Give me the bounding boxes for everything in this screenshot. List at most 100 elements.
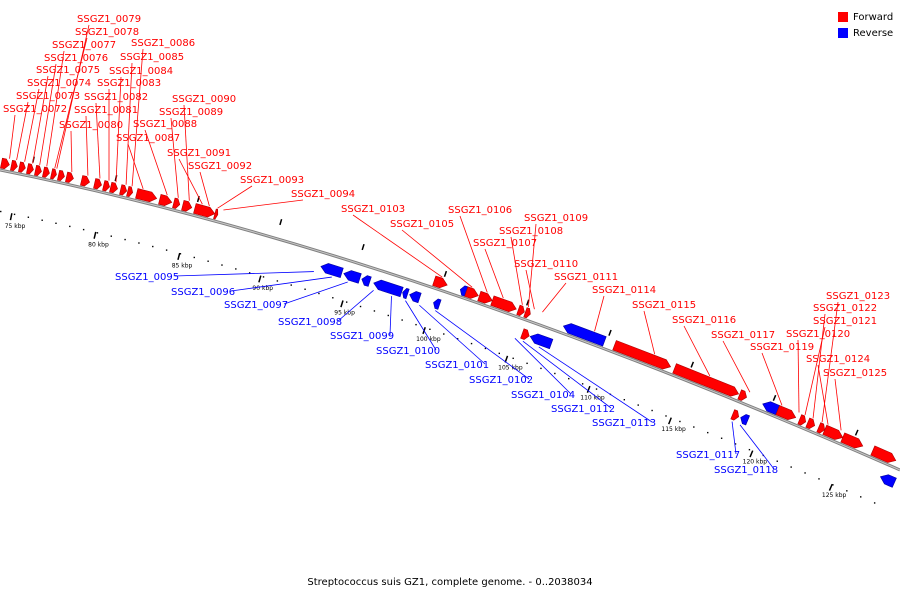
scale-dot (456, 338, 459, 340)
backbone-tick (361, 243, 365, 251)
gene-label-ssgz1_0121: SSGZ1_0121 (813, 316, 877, 327)
gene-label-ssgz1_0114: SSGZ1_0114 (592, 285, 656, 296)
gene-label-ssgz1_0081: SSGZ1_0081 (74, 105, 138, 116)
legend-item-reverse: Reverse (838, 25, 893, 41)
gene-label-ssgz1_0073: SSGZ1_0073 (16, 91, 80, 102)
gene-leader-ssgz1_0113 (538, 346, 653, 423)
gene-label-ssgz1_0084: SSGZ1_0084 (109, 66, 173, 77)
gene-leader-ssgz1_0111 (542, 282, 567, 313)
scale-tick (340, 300, 344, 308)
scale-dot (554, 372, 556, 375)
gene-label-ssgz1_0077: SSGZ1_0077 (52, 40, 116, 51)
scale-tick-label: 105 kbp (498, 365, 523, 372)
gene-label-ssgz1_0083: SSGZ1_0083 (97, 78, 161, 89)
scale-dot (359, 305, 362, 308)
scale-dot (679, 420, 681, 423)
gene-arrow-ssgz1_0111 (730, 409, 740, 421)
gene-arrow-ssgz1_0115 (672, 363, 740, 397)
backbone-highlight (0, 169, 900, 471)
gene-arrow-ssgz1_0127 (870, 445, 897, 463)
scale-dot (304, 288, 306, 290)
gene-leader-ssgz1_0086 (131, 48, 144, 187)
scale-dot (526, 362, 528, 365)
scale-dot (776, 460, 778, 462)
backbone-tick (608, 329, 612, 336)
scale-dot (41, 219, 43, 221)
gene-arrow-ssgz1_0108 (516, 304, 525, 316)
gene-label-ssgz1_0113: SSGZ1_0113 (592, 418, 656, 429)
scale-tick-label: 75 kbp (5, 223, 26, 230)
gene-leader-ssgz1_0099 (389, 296, 392, 336)
scale-dot (345, 301, 348, 303)
gene-label-ssgz1_0123: SSGZ1_0123 (826, 291, 890, 302)
gene-label-ssgz1_0100: SSGZ1_0100 (376, 346, 440, 357)
gene-arrow-ssgz1_0088 (158, 194, 173, 207)
gene-arrow-ssgz1_0099 (402, 288, 410, 300)
legend-label-reverse: Reverse (853, 27, 894, 39)
scale-dot (235, 268, 237, 270)
gene-arrow-ssgz1_0103 (520, 328, 530, 340)
gene-leader-ssgz1_0125 (834, 378, 842, 431)
gene-label-ssgz1_0093: SSGZ1_0093 (240, 175, 304, 186)
gene-leader-ssgz1_0092 (199, 171, 210, 207)
scale-dot (138, 242, 140, 244)
gene-label-ssgz1_0098: SSGZ1_0098 (278, 317, 342, 328)
scale-tick (749, 450, 754, 458)
gene-leader-ssgz1_0087 (127, 143, 144, 190)
scale-dot (804, 472, 806, 474)
gene-leader-ssgz1_0119 (761, 352, 783, 406)
gene-label-ssgz1_0117: SSGZ1_0117 (711, 330, 775, 341)
gene-arrow-ssgz1_0073 (10, 159, 18, 172)
gene-leader-ssgz1_0073 (16, 101, 29, 161)
gene-leader-ssgz1_0104 (514, 338, 572, 395)
scale-dot (193, 256, 195, 259)
scale-tick (504, 355, 509, 363)
gene-label-ssgz1_0120: SSGZ1_0120 (786, 329, 850, 340)
gene-label-ssgz1_0097: SSGZ1_0097 (224, 300, 288, 311)
gene-leader-ssgz1_0109 (527, 223, 537, 308)
backbone-tick (443, 270, 448, 278)
gene-label-ssgz1_0108: SSGZ1_0108 (499, 226, 563, 237)
gene-label-ssgz1_0090: SSGZ1_0090 (172, 94, 236, 105)
scale-tick-label: 115 kbp (661, 426, 686, 433)
gene-label-ssgz1_0109: SSGZ1_0109 (524, 213, 588, 224)
scale-dot (581, 383, 584, 385)
scale-dot (720, 437, 723, 439)
scale-dot (623, 399, 626, 401)
scale-tick-label: 90 kbp (252, 285, 273, 292)
gene-arrow-ssgz1_0100 (409, 291, 422, 304)
gene-leader-ssgz1_0112 (522, 340, 612, 409)
scale-tick (667, 417, 672, 425)
scale-dot (96, 232, 99, 234)
gene-arrow-ssgz1_0089 (172, 197, 181, 209)
scale-tick (93, 231, 97, 239)
gene-leader-ssgz1_0117 (722, 340, 751, 393)
gene-label-ssgz1_0110: SSGZ1_0110 (514, 259, 578, 270)
scale-dot (276, 280, 279, 282)
gene-leader-ssgz1_0082 (95, 102, 101, 179)
gene-label-ssgz1_0079: SSGZ1_0079 (77, 14, 141, 25)
gene-arrow-ssgz1_0087 (135, 188, 158, 203)
scale-tick-label: 125 kbp (822, 492, 847, 499)
scale-dot (790, 466, 792, 468)
gene-arrow-ssgz1_0104 (529, 333, 554, 350)
gene-arrow-ssgz1_0084 (109, 181, 118, 194)
gene-label-ssgz1_0082: SSGZ1_0082 (84, 92, 148, 103)
scale-dot (152, 245, 154, 248)
gene-arrow-ssgz1_0120 (775, 405, 797, 421)
gene-label-ssgz1_0078: SSGZ1_0078 (75, 27, 139, 38)
scale-dot (55, 222, 57, 224)
gene-label-ssgz1_0122: SSGZ1_0122 (813, 303, 877, 314)
gene-leader-ssgz1_0091 (178, 158, 203, 205)
gene-leader-ssgz1_0100 (405, 300, 437, 351)
gene-leader-ssgz1_0115 (643, 310, 656, 355)
gene-arrow-ssgz1_0113 (562, 323, 607, 347)
gene-leader-ssgz1_0105 (401, 229, 473, 288)
gene-leader-ssgz1_0081 (85, 115, 89, 176)
scale-dot (540, 367, 542, 370)
gene-label-ssgz1_0104: SSGZ1_0104 (511, 390, 575, 401)
genome-caption: Streptococcus suis GZ1, complete genome.… (307, 577, 593, 588)
gene-arrow-ssgz1_0106 (477, 290, 493, 304)
scale-tick-label: 120 kbp (743, 459, 768, 466)
gene-arrow-ssgz1_0072 (0, 157, 10, 170)
